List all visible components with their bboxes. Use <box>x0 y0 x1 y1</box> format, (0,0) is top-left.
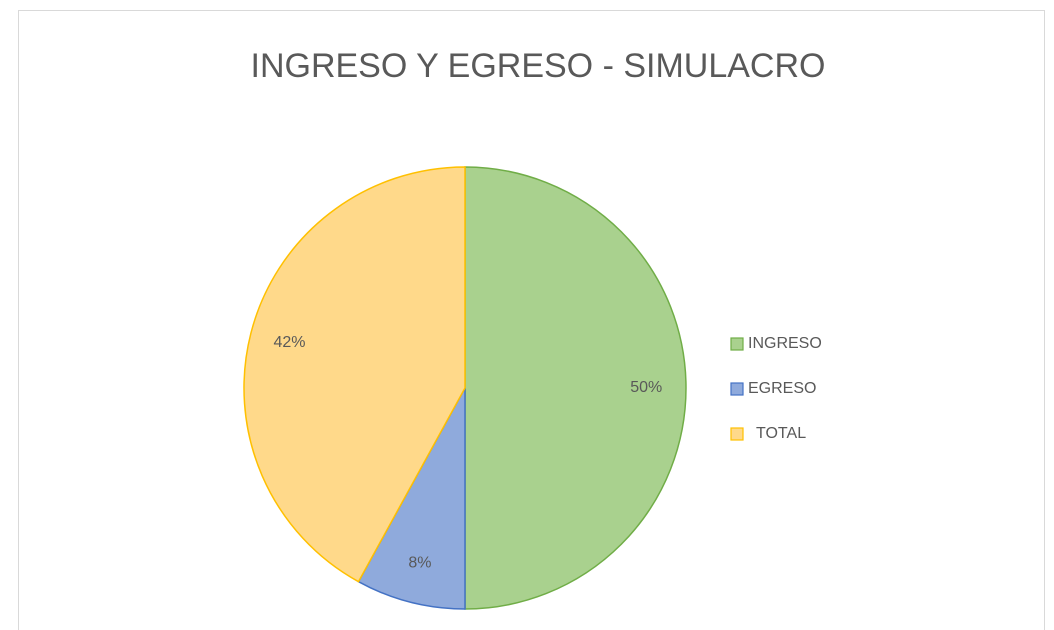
legend-swatch <box>730 427 744 441</box>
pie-slice <box>464 166 687 610</box>
legend-swatch <box>730 337 744 351</box>
legend-swatch <box>730 382 744 396</box>
legend-label: EGRESO <box>748 380 816 397</box>
pie-slice <box>357 387 466 610</box>
legend-label: TOTAL <box>756 425 806 442</box>
chart-title: INGRESO Y EGRESO - SIMULACRO <box>251 47 826 85</box>
data-label: 42% <box>273 334 305 351</box>
data-label: 50% <box>630 379 662 396</box>
legend-label: INGRESO <box>748 335 822 352</box>
data-label: 8% <box>408 555 431 572</box>
pie-slice <box>243 166 466 583</box>
